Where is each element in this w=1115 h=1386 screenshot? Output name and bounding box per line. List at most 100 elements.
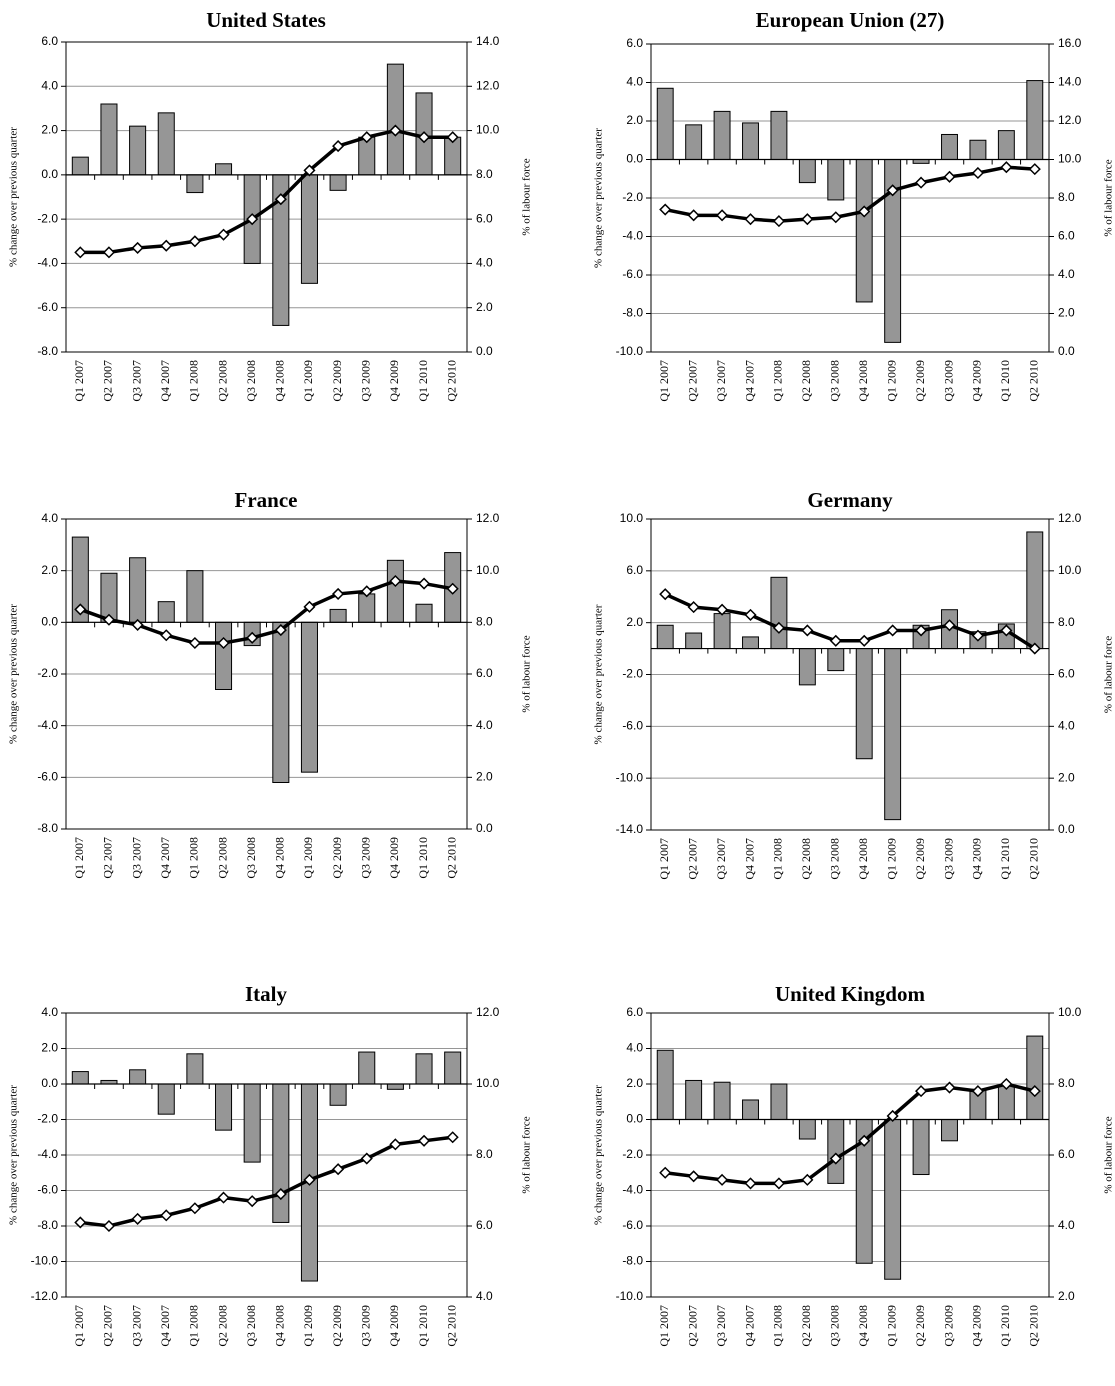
category-label: Q4 2007: [742, 838, 756, 880]
line-marker: [246, 213, 259, 226]
bar: [186, 174, 204, 194]
plot-border: [650, 1012, 1050, 1298]
line-marker: [744, 1177, 757, 1190]
line-marker: [274, 624, 287, 637]
right-tick-label: 14.0: [476, 34, 500, 48]
chart-panel-5: Italy 4.0 2.0 0.0 -2.0 -4.0 -6.0 -8.0 -10.0 -12.0…: [8, 982, 533, 1347]
bar: [157, 1083, 175, 1115]
plot-border: [65, 1012, 468, 1298]
right-tick-label: 10.0: [476, 563, 500, 577]
chart-panel-4: Germany 10.0 6.0 2.0 -2.0 -6.0 -10.0 -14.0 12.0 1…: [593, 488, 1115, 880]
bar: [386, 1083, 404, 1090]
line-marker: [160, 239, 173, 252]
bar: [685, 632, 703, 650]
category-label: Q4 2009: [970, 838, 984, 880]
category-label: Q4 2009: [387, 1305, 401, 1347]
y-axis-label-right: % of labour force: [1103, 636, 1115, 713]
y-axis-label-left: % change over previous quarter: [593, 128, 605, 268]
line-marker: [971, 629, 984, 642]
line-marker: [246, 1195, 259, 1208]
category-label: Q3 2008: [244, 1305, 258, 1347]
right-tick-label: 6.0: [1058, 667, 1075, 681]
line-marker: [74, 1216, 87, 1229]
line-marker: [886, 184, 899, 197]
category-label: Q4 2008: [273, 360, 287, 402]
line-marker: [1000, 161, 1013, 174]
line-marker: [943, 1081, 956, 1094]
bar: [713, 110, 731, 160]
line-marker: [360, 131, 373, 144]
line-marker: [659, 1166, 672, 1179]
right-tick-label: 2.0: [1058, 770, 1075, 784]
bar: [243, 1083, 261, 1163]
bar: [1026, 80, 1044, 160]
category-label: Q1 2009: [301, 360, 315, 402]
right-tick-label: 12.0: [476, 1005, 500, 1019]
line-marker: [102, 246, 116, 259]
line-marker: [188, 1202, 201, 1215]
category-label: Q4 2009: [970, 360, 984, 402]
line-marker: [217, 636, 230, 650]
line-marker: [858, 205, 871, 218]
left-tick-label: -4.0: [622, 229, 643, 243]
line-marker: [687, 601, 700, 614]
left-tick-label: 4.0: [41, 1005, 58, 1019]
bar: [912, 1119, 930, 1176]
bar: [855, 159, 873, 303]
category-label: Q3 2007: [714, 360, 728, 402]
bar: [685, 124, 703, 160]
category-label: Q1 2009: [301, 837, 315, 879]
right-tick-label: 4.0: [1058, 267, 1075, 281]
line-marker: [274, 1187, 287, 1201]
plot-border: [650, 43, 1050, 353]
right-tick-label: 4.0: [476, 1289, 493, 1303]
bar: [1026, 531, 1044, 650]
bar: [386, 559, 404, 623]
line-marker: [217, 228, 230, 241]
bar: [941, 133, 958, 161]
bar: [358, 1051, 376, 1085]
category-label: Q2 2008: [799, 838, 813, 880]
line-marker: [131, 1212, 144, 1225]
left-tick-label: -6.0: [37, 300, 58, 314]
left-tick-label: -12.0: [31, 1289, 59, 1303]
bar: [71, 1071, 89, 1085]
category-label: Q1 2007: [657, 838, 671, 880]
y-axis-label-right: % of labour force: [1103, 1116, 1115, 1193]
line-marker: [1028, 1085, 1041, 1098]
line-marker: [360, 585, 373, 598]
right-tick-label: 8.0: [476, 167, 493, 181]
bar: [300, 174, 318, 284]
category-label: Q2 2010: [1027, 1305, 1041, 1347]
bar: [770, 576, 788, 650]
bar: [272, 1083, 290, 1223]
bar: [685, 1079, 703, 1120]
category-label: Q2 2010: [444, 360, 458, 402]
line-marker: [389, 1138, 402, 1151]
left-tick-label: -4.0: [37, 256, 58, 270]
left-tick-label: 6.0: [626, 1005, 643, 1019]
line-marker: [360, 1152, 373, 1165]
line-marker: [303, 600, 316, 613]
bar: [186, 1053, 204, 1085]
left-tick-label: -2.0: [622, 1147, 643, 1161]
left-tick-label: -2.0: [37, 211, 58, 225]
category-label: Q3 2009: [359, 837, 373, 879]
category-label: Q1 2007: [72, 837, 86, 879]
line-marker: [943, 619, 956, 632]
left-tick-label: 2.0: [41, 123, 58, 137]
line-marker: [74, 603, 87, 616]
bar: [71, 156, 89, 176]
right-tick-label: 14.0: [1058, 75, 1082, 89]
category-label: Q2 2007: [685, 838, 699, 880]
bar: [713, 1081, 731, 1120]
line-marker: [772, 215, 785, 228]
bar: [1026, 1035, 1044, 1120]
right-tick-label: 10.0: [476, 1076, 500, 1090]
bar: [742, 1099, 759, 1120]
y-axis-label-left: % change over previous quarter: [8, 1085, 20, 1225]
line-marker: [886, 624, 899, 637]
right-tick-label: 6.0: [1058, 229, 1075, 243]
bar: [969, 139, 987, 160]
line-marker: [274, 193, 287, 206]
